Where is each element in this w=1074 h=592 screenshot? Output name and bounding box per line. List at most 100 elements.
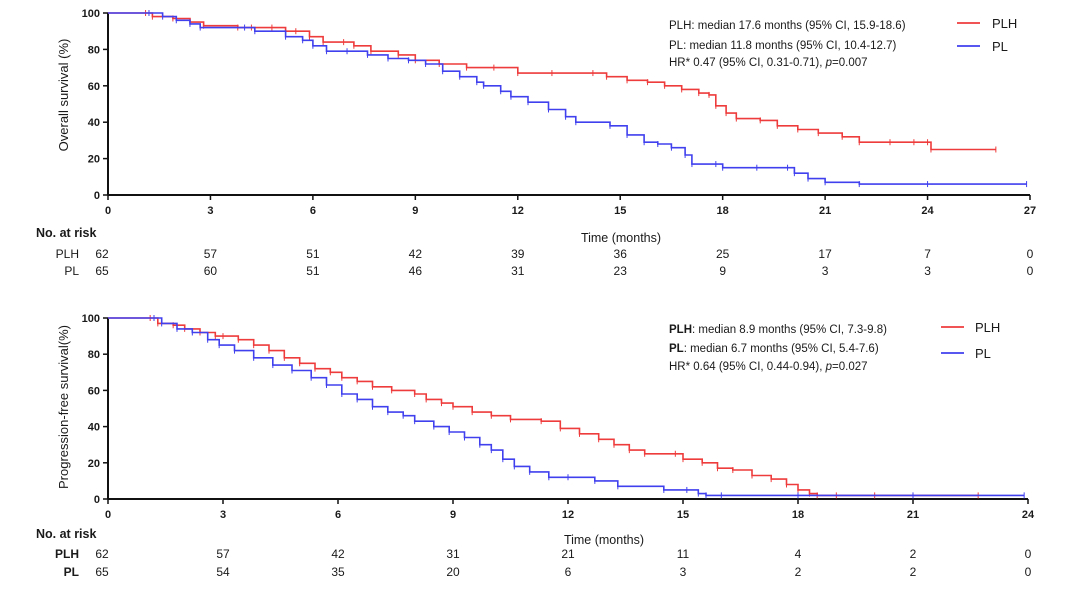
risk-count: 57 [216, 547, 230, 561]
risk-count: 65 [95, 565, 109, 579]
risk-count: 0 [1027, 264, 1034, 278]
annotation-segment: p [825, 361, 833, 373]
x-tick-label: 21 [907, 509, 919, 521]
x-tick-label: 24 [921, 205, 934, 217]
risk-count: 6 [565, 565, 572, 579]
y-tick-label: 60 [88, 81, 100, 93]
legend-label: PL [992, 39, 1008, 54]
risk-count: 39 [511, 247, 525, 261]
y-tick-label: 40 [88, 422, 100, 434]
x-tick-label: 18 [792, 509, 804, 521]
risk-count: 0 [1025, 565, 1032, 579]
risk-count: 36 [614, 247, 628, 261]
series-line-pl [108, 12, 1027, 185]
y-tick-label: 80 [88, 44, 100, 56]
x-tick-label: 18 [717, 205, 729, 217]
annotation-line: PLH: median 8.9 months (95% CI, 7.3-9.8) [669, 324, 887, 336]
annotation-segment: : median 17.6 months (95% CI, 15.9-18.6) [691, 20, 905, 32]
annotation-segment: : median 6.7 months (95% CI, 5.4-7.6) [684, 343, 879, 355]
x-tick-label: 9 [450, 509, 456, 521]
risk-count: 60 [204, 264, 218, 278]
risk-count: 11 [677, 547, 690, 561]
annotation-line: PLH: median 17.6 months (95% CI, 15.9-18… [669, 20, 906, 32]
annotation-segment: =0.027 [832, 361, 868, 373]
risk-count: 51 [306, 264, 320, 278]
risk-count: 25 [716, 247, 730, 261]
annotation-line: HR* 0.47 (95% CI, 0.31-0.71), p=0.007 [669, 57, 868, 69]
annotation-segment: : median 8.9 months (95% CI, 7.3-9.8) [692, 324, 887, 336]
risk-count: 0 [1025, 547, 1032, 561]
risk-count: 17 [818, 247, 832, 261]
risk-count: 31 [511, 264, 525, 278]
risk-count: 54 [216, 565, 230, 579]
y-axis-title: Overall survival (%) [56, 39, 71, 152]
risk-count: 7 [924, 247, 931, 261]
annotation-segment: PLH [669, 324, 692, 336]
risk-count: 20 [446, 565, 460, 579]
risk-count: 42 [331, 547, 345, 561]
annotation-line: HR* 0.64 (95% CI, 0.44-0.94), p=0.027 [669, 361, 868, 373]
y-tick-label: 0 [94, 494, 100, 506]
y-tick-label: 0 [94, 190, 100, 202]
x-axis-title: Time (months) [564, 533, 644, 547]
risk-count: 35 [331, 565, 345, 579]
annotation-line: PL: median 6.7 months (95% CI, 5.4-7.6) [669, 343, 879, 355]
risk-row-label: PLH [56, 247, 79, 261]
x-tick-label: 3 [207, 205, 213, 217]
risk-count: 57 [204, 247, 218, 261]
risk-count: 3 [680, 565, 687, 579]
x-tick-label: 15 [677, 509, 689, 521]
x-tick-label: 0 [105, 205, 111, 217]
y-tick-label: 20 [88, 154, 100, 166]
x-tick-label: 21 [819, 205, 831, 217]
risk-count: 23 [614, 264, 628, 278]
x-tick-label: 6 [310, 205, 316, 217]
risk-row-label: PL [64, 565, 79, 579]
risk-row-label: PL [64, 264, 79, 278]
annotation-segment: p [825, 57, 833, 69]
series-line-plh [108, 317, 979, 497]
annotation-segment: : median 11.8 months (95% CI, 10.4-12.7) [683, 40, 896, 52]
risk-table-header: No. at risk [36, 527, 96, 541]
legend-label: PLH [992, 16, 1017, 31]
x-tick-label: 27 [1024, 205, 1036, 217]
risk-count: 9 [719, 264, 726, 278]
annotation-line: PL: median 11.8 months (95% CI, 10.4-12.… [669, 40, 897, 52]
y-tick-label: 60 [88, 385, 100, 397]
risk-count: 65 [95, 264, 109, 278]
risk-count: 0 [1027, 247, 1034, 261]
y-tick-label: 100 [82, 313, 100, 325]
x-tick-label: 24 [1022, 509, 1035, 521]
x-tick-label: 3 [220, 509, 226, 521]
y-tick-label: 100 [82, 8, 100, 20]
risk-count: 51 [306, 247, 320, 261]
annotation-segment: PL [669, 40, 684, 52]
legend-label: PL [975, 346, 991, 361]
risk-count: 62 [95, 247, 109, 261]
series-line-pl [108, 317, 1025, 497]
x-tick-label: 12 [562, 509, 574, 521]
annotation-segment: PL [669, 343, 684, 355]
series-line-plh [108, 12, 996, 151]
x-tick-label: 9 [412, 205, 418, 217]
y-tick-label: 80 [88, 349, 100, 361]
risk-count: 2 [910, 547, 917, 561]
y-tick-label: 40 [88, 117, 100, 129]
x-tick-label: 6 [335, 509, 341, 521]
risk-count: 2 [795, 565, 802, 579]
annotation-segment: PLH [669, 20, 691, 32]
y-axis-title: Progression-free survival(%) [56, 325, 71, 489]
risk-count: 4 [795, 547, 802, 561]
x-tick-label: 0 [105, 509, 111, 521]
x-axis-title: Time (months) [581, 231, 661, 245]
risk-count: 3 [924, 264, 931, 278]
annotation-segment: =0.007 [832, 57, 868, 69]
risk-count: 46 [409, 264, 423, 278]
risk-count: 62 [95, 547, 109, 561]
x-tick-label: 12 [512, 205, 524, 217]
risk-count: 21 [561, 547, 575, 561]
annotation-segment: HR* 0.47 (95% CI, 0.31-0.71), [669, 57, 826, 69]
